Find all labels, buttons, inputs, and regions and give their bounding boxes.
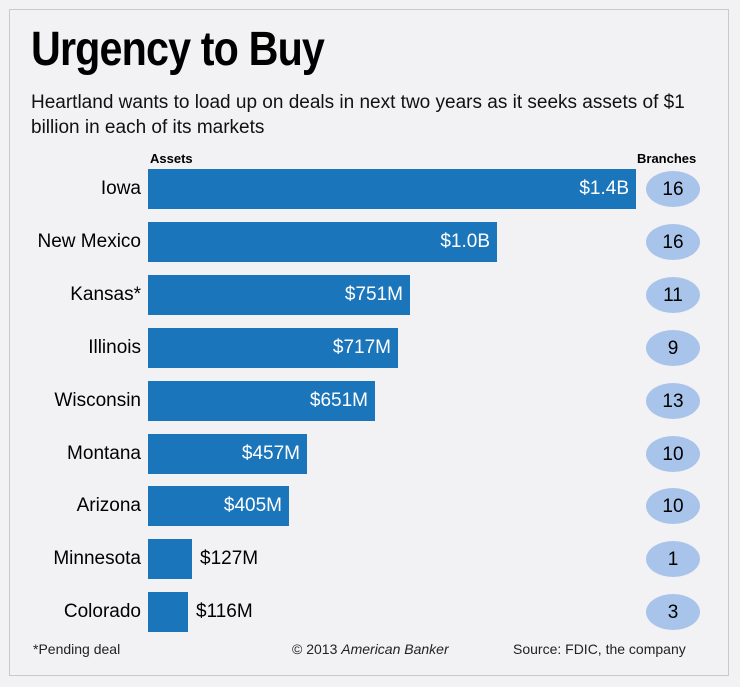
copyright-credit: © 2013 American Banker xyxy=(292,641,449,657)
category-label: Minnesota xyxy=(53,548,141,569)
chart-row: New Mexico $1.0B 16 xyxy=(0,222,740,262)
branch-count: 3 xyxy=(667,602,679,623)
branch-count: 11 xyxy=(663,285,683,306)
bar xyxy=(148,486,289,526)
bar xyxy=(148,222,497,262)
chart-subtitle: Heartland wants to load up on deals in n… xyxy=(31,92,685,138)
data-label: $457M xyxy=(241,443,300,464)
data-label: $1.0B xyxy=(440,231,490,252)
chart-row: Illinois $717M 9 xyxy=(0,328,740,368)
chart-row: Arizona $405M 10 xyxy=(0,486,740,526)
category-label: Illinois xyxy=(88,337,141,358)
publisher-name: American Banker xyxy=(341,641,449,657)
category-label: Iowa xyxy=(100,178,141,199)
category-label: Montana xyxy=(67,443,141,464)
branch-count-badge: 13 xyxy=(646,383,700,419)
chart-row: Colorado $116M 3 xyxy=(0,592,740,632)
branches-column-header: Branches xyxy=(637,151,697,166)
chart-row: Wisconsin $651M 13 xyxy=(0,381,740,421)
bar xyxy=(148,381,375,421)
branch-count-badge: 3 xyxy=(646,594,700,630)
branch-count-badge: 9 xyxy=(646,330,700,366)
bar xyxy=(148,169,636,209)
category-label: Colorado xyxy=(63,601,141,622)
bar xyxy=(148,434,307,474)
category-label: New Mexico xyxy=(37,231,141,252)
category-label: Wisconsin xyxy=(54,390,141,411)
data-label: $405M xyxy=(223,495,282,516)
bar xyxy=(148,328,398,368)
branch-count-badge: 16 xyxy=(646,171,700,207)
footnote: *Pending deal xyxy=(33,641,121,657)
branch-count: 13 xyxy=(662,391,684,412)
branch-count: 10 xyxy=(662,496,684,517)
copyright-text: © 2013 xyxy=(292,641,338,657)
bar xyxy=(148,592,188,632)
data-label: $1.4B xyxy=(579,178,629,199)
chart-frame xyxy=(9,9,729,676)
bar xyxy=(148,539,192,579)
branch-count-badge: 1 xyxy=(646,541,700,577)
chart-row: Iowa $1.4B 16 xyxy=(0,169,740,209)
category-label: Kansas* xyxy=(70,284,141,305)
chart-row: Kansas* $751M 11 xyxy=(0,275,740,315)
branch-count-badge: 10 xyxy=(646,488,700,524)
chart-row: Minnesota $127M 1 xyxy=(0,539,740,579)
data-label: $127M xyxy=(200,548,259,569)
data-label: $116M xyxy=(196,601,253,622)
branch-count: 9 xyxy=(667,338,679,359)
branch-count: 1 xyxy=(667,549,679,570)
chart-title: Urgency to Buy xyxy=(31,23,325,76)
data-label: $717M xyxy=(332,337,391,358)
data-label: $751M xyxy=(344,284,403,305)
data-label: $651M xyxy=(309,390,368,411)
branch-count: 10 xyxy=(662,444,684,465)
branch-count-badge: 10 xyxy=(646,436,700,472)
bar xyxy=(148,275,410,315)
branch-count-badge: 11 xyxy=(646,277,700,313)
source-credit: Source: FDIC, the company xyxy=(513,641,686,657)
branch-count: 16 xyxy=(662,232,684,253)
branch-count-badge: 16 xyxy=(646,224,700,260)
chart-row: Montana $457M 10 xyxy=(0,434,740,474)
category-label: Arizona xyxy=(76,495,141,516)
branch-count: 16 xyxy=(662,179,684,200)
assets-column-header: Assets xyxy=(150,151,193,166)
